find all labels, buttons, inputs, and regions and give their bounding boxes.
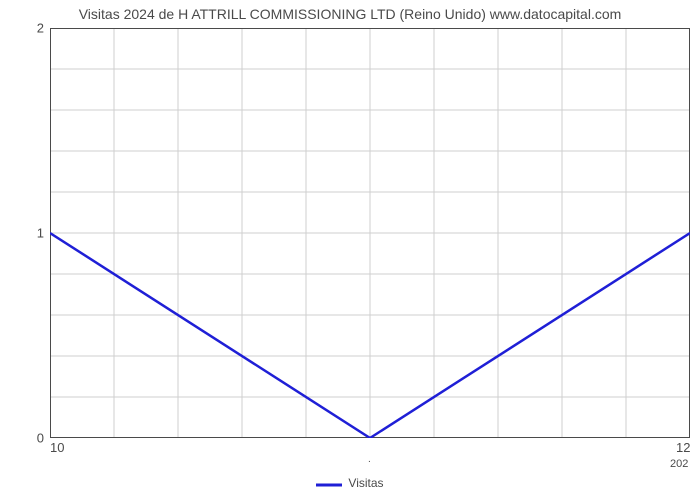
chart-title: Visitas 2024 de H ATTRILL COMMISSIONING … — [0, 6, 700, 22]
chart-container: Visitas 2024 de H ATTRILL COMMISSIONING … — [0, 0, 700, 500]
plot-area — [50, 28, 690, 438]
x-tick-label: 12 — [676, 440, 690, 455]
y-tick-label: 0 — [4, 431, 44, 446]
x-tick-label: 10 — [50, 440, 64, 455]
legend-label: Visitas — [348, 476, 383, 490]
legend-swatch — [316, 477, 342, 491]
y-tick-label: 2 — [4, 21, 44, 36]
y-tick-label: 1 — [4, 226, 44, 241]
x-dot-marker: . — [368, 454, 371, 465]
x-subtick-label: 202 — [670, 458, 688, 470]
chart-svg — [50, 28, 690, 438]
legend: Visitas — [0, 476, 700, 491]
